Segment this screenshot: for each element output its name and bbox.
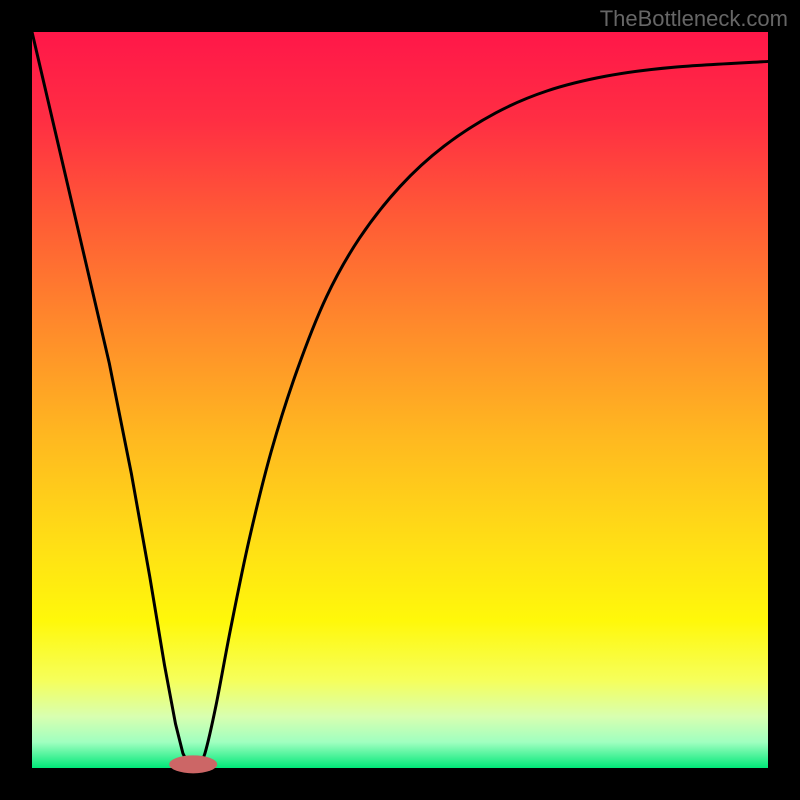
chart-background-gradient [32, 32, 768, 768]
chart-container: TheBottleneck.com [0, 0, 800, 800]
optimal-marker [169, 755, 217, 773]
bottleneck-curve-chart [0, 0, 800, 800]
watermark-text: TheBottleneck.com [600, 6, 788, 32]
